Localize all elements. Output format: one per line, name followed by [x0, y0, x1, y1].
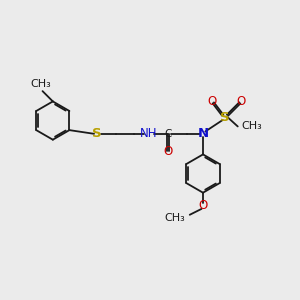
- Text: CH₃: CH₃: [165, 213, 185, 223]
- Text: CH₃: CH₃: [241, 122, 262, 131]
- Text: N: N: [197, 127, 208, 140]
- Text: O: O: [163, 145, 172, 158]
- Text: O: O: [198, 200, 208, 212]
- Text: C: C: [164, 129, 171, 139]
- Text: S: S: [92, 127, 102, 140]
- Text: O: O: [237, 95, 246, 108]
- Text: NH: NH: [140, 127, 157, 140]
- Text: S: S: [220, 111, 230, 124]
- Text: O: O: [207, 95, 217, 108]
- Text: CH₃: CH₃: [31, 79, 51, 89]
